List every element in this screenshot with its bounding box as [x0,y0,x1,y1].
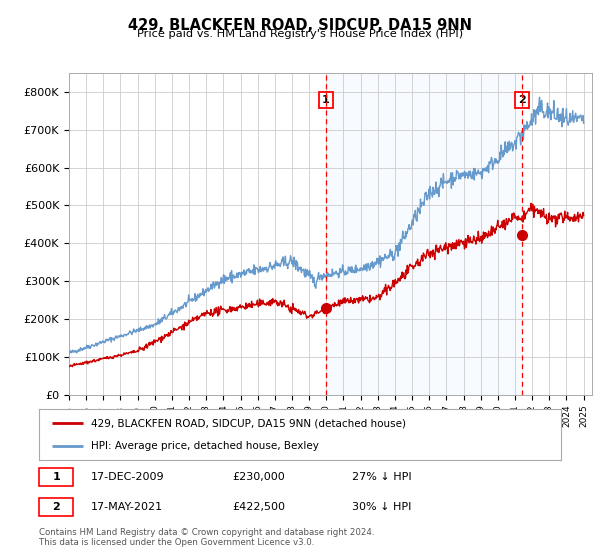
Text: Price paid vs. HM Land Registry's House Price Index (HPI): Price paid vs. HM Land Registry's House … [137,29,463,39]
Text: £230,000: £230,000 [232,472,285,482]
FancyBboxPatch shape [39,498,73,516]
Text: 2: 2 [52,502,60,512]
Text: 27% ↓ HPI: 27% ↓ HPI [352,472,412,482]
Text: 429, BLACKFEN ROAD, SIDCUP, DA15 9NN: 429, BLACKFEN ROAD, SIDCUP, DA15 9NN [128,18,472,33]
Text: 1: 1 [322,95,329,105]
Text: Contains HM Land Registry data © Crown copyright and database right 2024.
This d: Contains HM Land Registry data © Crown c… [39,528,374,547]
Text: 429, BLACKFEN ROAD, SIDCUP, DA15 9NN (detached house): 429, BLACKFEN ROAD, SIDCUP, DA15 9NN (de… [91,418,406,428]
Bar [326,73,521,395]
Text: £422,500: £422,500 [232,502,285,512]
Text: 30% ↓ HPI: 30% ↓ HPI [352,502,412,512]
Text: 2: 2 [518,95,526,105]
Text: 17-MAY-2021: 17-MAY-2021 [91,502,163,512]
FancyBboxPatch shape [39,468,73,486]
Text: HPI: Average price, detached house, Bexley: HPI: Average price, detached house, Bexl… [91,441,319,451]
Text: 1: 1 [52,472,60,482]
Text: 17-DEC-2009: 17-DEC-2009 [91,472,165,482]
